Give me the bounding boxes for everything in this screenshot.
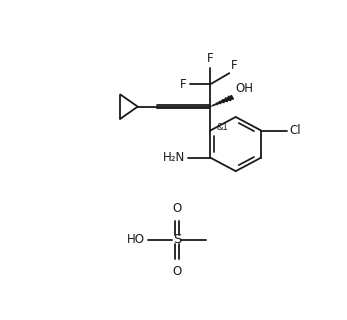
Text: H₂N: H₂N — [163, 151, 185, 164]
Text: Cl: Cl — [290, 124, 302, 137]
Text: F: F — [231, 59, 238, 72]
Text: OH: OH — [236, 82, 254, 94]
Polygon shape — [210, 95, 234, 107]
Text: HO: HO — [127, 233, 145, 246]
Text: S: S — [173, 233, 181, 246]
Text: F: F — [180, 78, 187, 91]
Text: O: O — [172, 202, 181, 215]
Text: F: F — [207, 52, 214, 65]
Text: O: O — [172, 265, 181, 277]
Text: &1: &1 — [217, 123, 228, 132]
